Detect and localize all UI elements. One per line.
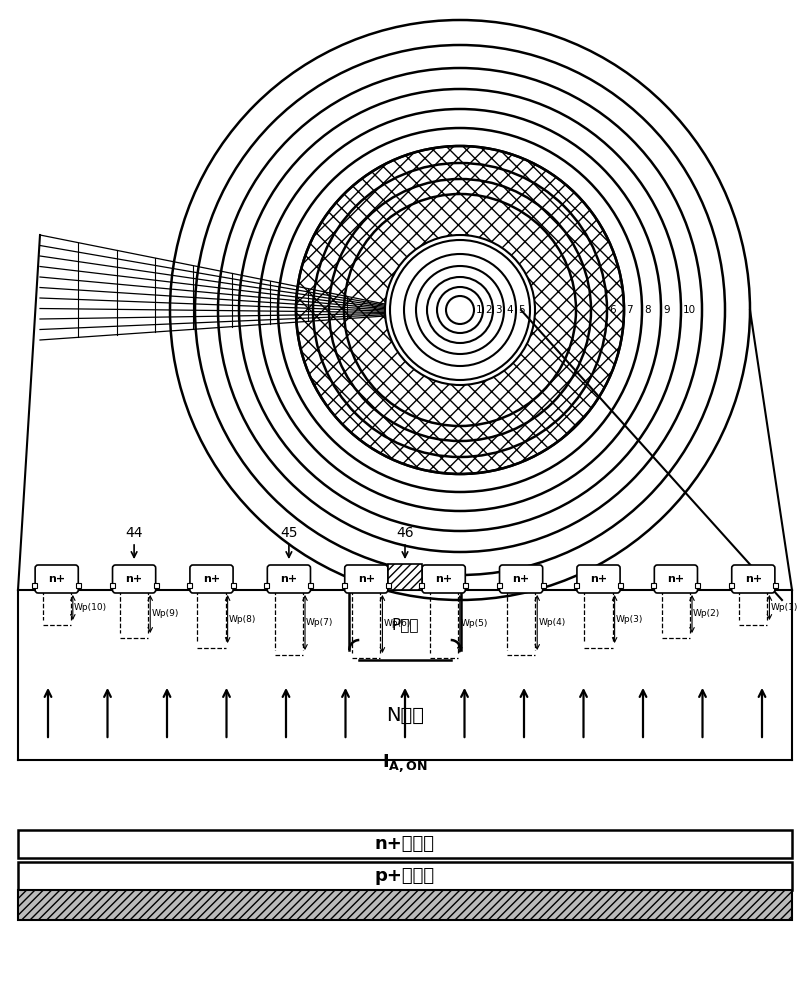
Text: p+发射极: p+发射极: [375, 867, 435, 885]
Text: N基区: N基区: [386, 706, 424, 724]
Text: n+: n+: [435, 574, 452, 584]
Text: n+: n+: [744, 574, 762, 584]
Text: n+缓冲层: n+缓冲层: [375, 835, 435, 853]
Text: 44: 44: [126, 526, 143, 540]
Bar: [154, 583, 159, 588]
Text: n+: n+: [280, 574, 297, 584]
Text: 6: 6: [609, 305, 616, 315]
FancyBboxPatch shape: [422, 565, 465, 593]
Bar: [109, 583, 114, 588]
Text: n+: n+: [590, 574, 607, 584]
Bar: [309, 583, 313, 588]
Bar: [76, 583, 81, 588]
Text: $\mathbf{I_{A,ON}}$: $\mathbf{I_{A,ON}}$: [382, 752, 428, 774]
Text: n+: n+: [203, 574, 220, 584]
Bar: [18, 830, 792, 858]
FancyBboxPatch shape: [35, 565, 79, 593]
FancyBboxPatch shape: [190, 565, 233, 593]
Text: Wp(1): Wp(1): [770, 603, 798, 612]
Text: 3: 3: [495, 305, 501, 315]
FancyBboxPatch shape: [731, 565, 775, 593]
Text: 8: 8: [644, 305, 650, 315]
FancyBboxPatch shape: [577, 565, 620, 593]
Text: Wp(9): Wp(9): [151, 609, 178, 618]
Bar: [18, 890, 792, 920]
Text: Wp(3): Wp(3): [616, 614, 643, 624]
Bar: [541, 583, 546, 588]
Text: n+: n+: [126, 574, 143, 584]
Bar: [618, 583, 623, 588]
FancyBboxPatch shape: [654, 565, 697, 593]
Text: n+: n+: [358, 574, 375, 584]
Bar: [386, 583, 391, 588]
Text: Wp(5): Wp(5): [461, 619, 488, 629]
Bar: [419, 583, 424, 588]
Text: 5: 5: [518, 305, 525, 315]
Bar: [264, 583, 269, 588]
Text: Wp(2): Wp(2): [693, 609, 720, 618]
Bar: [18, 862, 792, 890]
Circle shape: [385, 235, 535, 385]
Text: 1: 1: [476, 305, 483, 315]
Bar: [773, 583, 778, 588]
Text: Wp(6): Wp(6): [383, 619, 411, 629]
Text: Wp(4): Wp(4): [538, 618, 565, 627]
Bar: [231, 583, 236, 588]
Text: Wp(7): Wp(7): [306, 618, 334, 627]
Text: 45: 45: [280, 526, 297, 540]
Bar: [497, 583, 501, 588]
Text: Wp(10): Wp(10): [74, 603, 107, 612]
Bar: [651, 583, 656, 588]
Text: 9: 9: [663, 305, 670, 315]
Bar: [388, 564, 422, 590]
Text: n+: n+: [667, 574, 684, 584]
Text: P基区: P基区: [391, 617, 419, 633]
FancyBboxPatch shape: [113, 565, 156, 593]
FancyBboxPatch shape: [267, 565, 310, 593]
FancyBboxPatch shape: [345, 565, 388, 593]
Text: 10: 10: [683, 305, 696, 315]
Bar: [574, 583, 579, 588]
Text: n+: n+: [513, 574, 530, 584]
Bar: [32, 583, 37, 588]
Bar: [729, 583, 734, 588]
Text: 7: 7: [626, 305, 633, 315]
Bar: [696, 583, 701, 588]
Bar: [187, 583, 192, 588]
Text: 46: 46: [396, 526, 414, 540]
Text: 4: 4: [506, 305, 513, 315]
FancyBboxPatch shape: [500, 565, 543, 593]
Text: 2: 2: [485, 305, 492, 315]
Circle shape: [296, 146, 624, 474]
Bar: [342, 583, 347, 588]
Text: n+: n+: [48, 574, 66, 584]
Bar: [463, 583, 468, 588]
Text: Wp(8): Wp(8): [228, 614, 256, 624]
